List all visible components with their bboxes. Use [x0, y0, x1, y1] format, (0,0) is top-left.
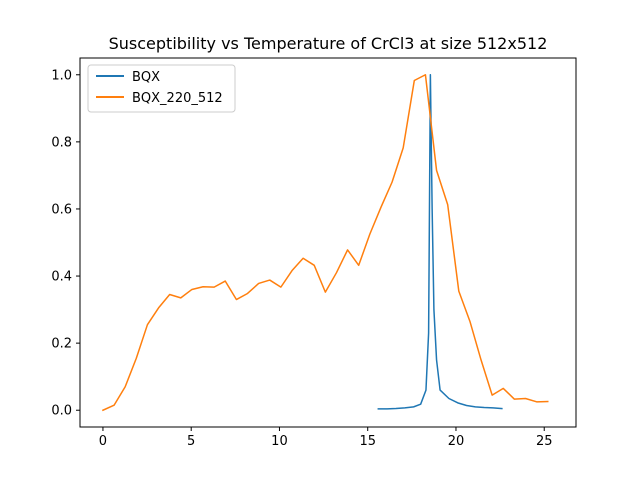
plot-frame — [79, 57, 577, 428]
x-tick-label: 5 — [187, 434, 195, 449]
series-line-bqx-220-512 — [101, 74, 549, 412]
legend-label-bqx-220-512: BQX_220_512 — [132, 91, 223, 106]
y-tick-label: 1.0 — [51, 68, 72, 83]
x-tick-label: 25 — [536, 434, 553, 449]
x-tick-label: 10 — [271, 434, 288, 449]
legend-box — [87, 64, 236, 113]
x-tick-label: 20 — [448, 434, 465, 449]
legend-label-bqx: BQX — [132, 70, 160, 85]
series-layer — [101, 74, 549, 412]
y-tick-label: 0.2 — [51, 337, 72, 352]
x-axis-ticks: 0 5 10 15 20 25 — [99, 427, 553, 449]
y-tick-label: 0.0 — [51, 404, 72, 419]
x-tick-label: 15 — [359, 434, 376, 449]
x-tick-label: 0 — [99, 434, 107, 449]
y-axis-ticks: 0.0 0.2 0.4 0.6 0.8 1.0 — [51, 68, 80, 419]
y-tick-label: 0.8 — [51, 135, 72, 150]
y-tick-label: 0.4 — [51, 270, 72, 285]
y-tick-label: 0.6 — [51, 202, 72, 217]
plot-area — [80, 58, 576, 427]
chart-title: Susceptibility vs Temperature of CrCl3 a… — [109, 34, 548, 53]
series-line-bqx — [377, 74, 503, 410]
legend: BQX BQX_220_512 — [87, 64, 236, 113]
